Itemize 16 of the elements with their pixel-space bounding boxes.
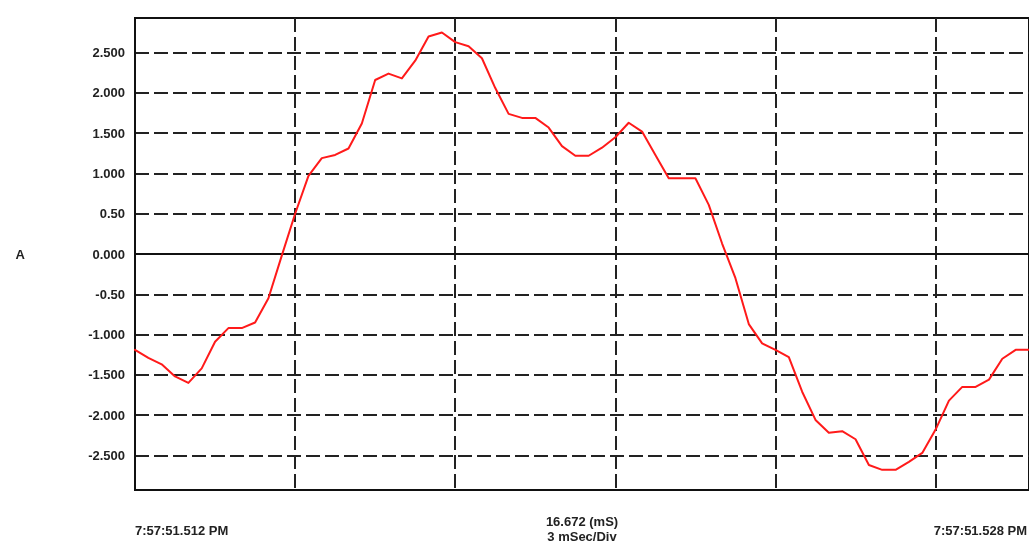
y-tick-label: 1.500 xyxy=(92,125,125,141)
y-tick-label: -2.000 xyxy=(88,407,125,423)
x-axis-title: 16.672 (mS) 3 mSec/Div xyxy=(545,514,619,544)
y-tick-label: 2.000 xyxy=(92,85,125,101)
text: 7:57:51.512 PM xyxy=(135,523,229,538)
y-tick-label: 0.50 xyxy=(99,206,125,222)
y-tick-label: -2.500 xyxy=(88,447,125,463)
y-tick-label: 0.000 xyxy=(92,246,125,262)
y-tick-label: -0.50 xyxy=(95,286,125,302)
y-tick-label: -1.500 xyxy=(88,367,125,383)
y-tick-label: 1.000 xyxy=(92,165,125,181)
y-axis-title: A xyxy=(15,246,26,262)
y-tick-label: 2.500 xyxy=(92,45,125,61)
text: 7:57:51.528 PM xyxy=(933,523,1028,538)
line-series xyxy=(134,31,1029,471)
y-tick-label: -1.000 xyxy=(88,327,125,343)
